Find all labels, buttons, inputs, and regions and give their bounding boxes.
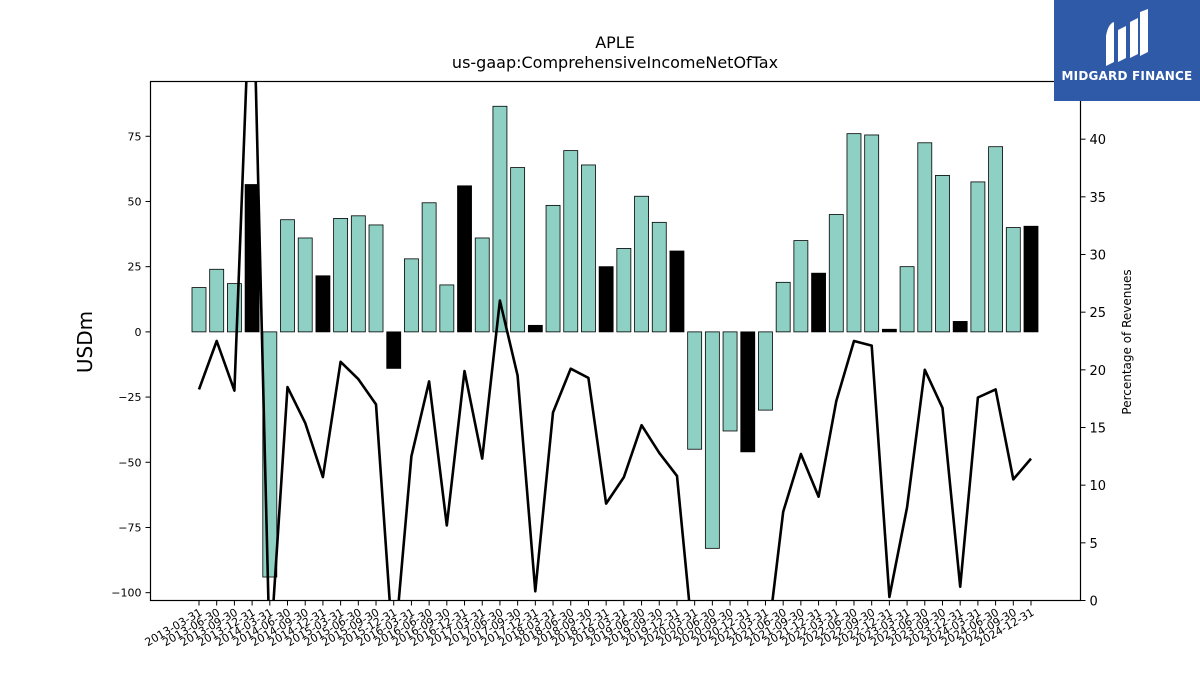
logo-text: MIDGARD FINANCE — [1061, 69, 1193, 83]
bar — [687, 331, 703, 450]
y-tick-label: −75 — [118, 521, 141, 534]
y-tick-label: 50 — [128, 195, 142, 208]
plot-frame — [149, 80, 1082, 602]
bar — [846, 133, 862, 333]
y2-tick-label: 20 — [1090, 364, 1107, 379]
y-axis-label: USDm — [73, 311, 97, 373]
y2-tick-label: 10 — [1090, 479, 1107, 494]
bar — [368, 224, 384, 333]
bar — [740, 331, 756, 453]
bar — [457, 185, 472, 333]
bar — [881, 328, 897, 333]
bar — [1023, 225, 1039, 333]
bar — [634, 195, 649, 333]
bar — [952, 321, 968, 333]
bar — [988, 146, 1003, 333]
bar — [280, 219, 295, 333]
bar — [191, 287, 207, 333]
bar — [704, 331, 720, 549]
y-tick-label: 0 — [135, 326, 142, 339]
bar — [1005, 227, 1021, 333]
y2-tick-label: 5 — [1090, 537, 1098, 552]
y2-tick-label: 25 — [1090, 306, 1107, 321]
y-tick-label: −25 — [118, 391, 141, 404]
bar — [651, 221, 667, 333]
y2-tick-label: 40 — [1090, 133, 1107, 148]
y2-axis-label: Percentage of Revenues — [1120, 269, 1134, 414]
chart-title: APLE — [595, 33, 635, 52]
y2-tick-label: 0 — [1090, 595, 1098, 610]
bar — [669, 250, 685, 333]
y2-tick-label: 35 — [1090, 191, 1107, 206]
bar — [209, 268, 225, 333]
logo-mark-icon — [1106, 9, 1148, 66]
y-axis: −100 −75 −50 −25 0 25 50 75 — [111, 130, 151, 600]
bar — [811, 272, 826, 333]
bar — [917, 142, 933, 333]
bar — [864, 134, 880, 333]
bar — [297, 237, 313, 333]
bar — [775, 281, 791, 333]
bar — [616, 248, 632, 333]
x-axis: 2013-03-312013-06-302013-09-302013-12-31… — [143, 600, 1037, 649]
series-line — [197, 81, 1032, 601]
y2-tick-label: 30 — [1090, 249, 1107, 264]
y-tick-label: −50 — [118, 456, 141, 469]
bar — [474, 237, 490, 333]
bar — [315, 275, 331, 333]
bar — [421, 202, 437, 333]
bar — [510, 167, 526, 333]
bar — [722, 331, 738, 432]
midgard-finance-logo: MIDGARD FINANCE — [1054, 0, 1200, 101]
bar — [527, 324, 543, 333]
bar — [545, 204, 561, 333]
line-series — [197, 81, 1032, 601]
bar — [581, 164, 596, 333]
bar — [828, 214, 844, 333]
y-tick-label: −100 — [111, 587, 141, 600]
chart-subtitle: us-gaap:ComprehensiveIncomeNetOfTax — [452, 53, 778, 72]
bar — [333, 218, 349, 333]
bar — [758, 331, 773, 411]
bar — [598, 266, 614, 333]
bar — [404, 258, 419, 333]
bar-series — [191, 105, 1039, 578]
bar — [935, 174, 950, 333]
y-tick-label: 75 — [128, 130, 142, 143]
bar — [350, 215, 366, 333]
bar — [439, 284, 455, 333]
bar — [492, 105, 508, 333]
bar — [386, 331, 402, 369]
y2-tick-label: 15 — [1090, 422, 1107, 437]
bar — [899, 266, 915, 333]
bar — [244, 184, 260, 333]
bar — [970, 181, 986, 333]
bar — [793, 240, 809, 333]
bar — [563, 150, 579, 333]
y-tick-label: 25 — [128, 261, 142, 274]
y2-axis: 0 5 10 15 20 25 30 35 40 — [1080, 133, 1107, 610]
